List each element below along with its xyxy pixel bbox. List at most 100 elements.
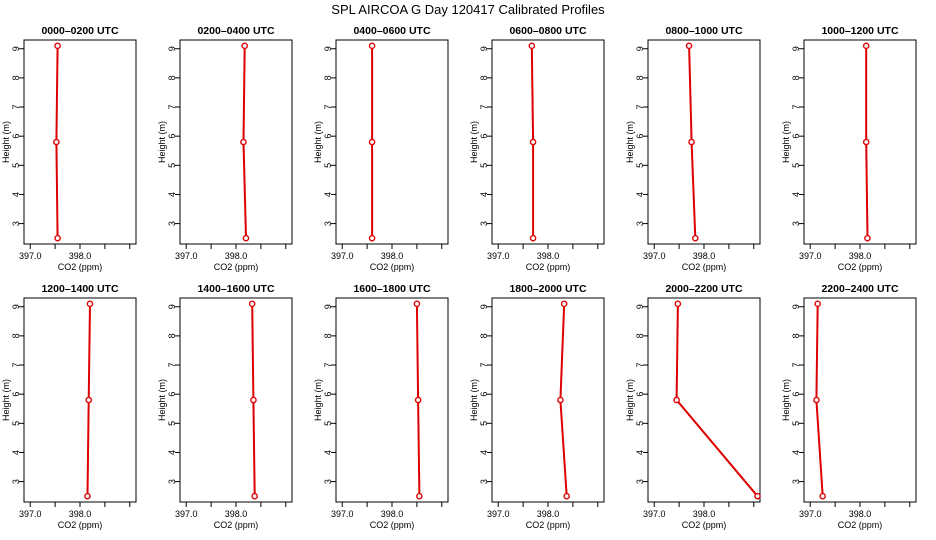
data-point [862, 42, 870, 50]
y-tick-label: 7 [635, 363, 645, 368]
y-tick-label: 7 [167, 105, 177, 110]
y-tick-label: 5 [479, 421, 489, 426]
data-point [819, 492, 826, 500]
x-axis-label: CO2 (ppm) [526, 262, 571, 272]
x-axis-label: CO2 (ppm) [214, 520, 259, 530]
data-point [54, 234, 61, 242]
y-tick-label: 8 [635, 333, 645, 338]
y-axis-label: Height (m) [469, 379, 479, 421]
x-axis-label: CO2 (ppm) [58, 262, 103, 272]
x-axis-label: CO2 (ppm) [370, 520, 415, 530]
data-point [813, 396, 820, 404]
data-point [250, 396, 257, 404]
data-point [674, 300, 682, 308]
data-point [685, 42, 693, 50]
y-tick-label: 6 [167, 134, 177, 139]
plot-frame [491, 39, 605, 245]
y-tick-label: 3 [479, 479, 489, 484]
data-point [814, 300, 821, 308]
page-title: SPL AIRCOA G Day 120417 Calibrated Profi… [331, 2, 605, 17]
x-tick-label: 398.0 [381, 509, 404, 519]
y-tick-label: 9 [11, 46, 21, 51]
data-point [240, 138, 247, 146]
x-tick-label: 397.0 [799, 251, 822, 261]
y-tick-label: 5 [323, 421, 333, 426]
y-tick-label: 4 [167, 450, 177, 455]
panel-8: 1400–1600 UTC 397.0 398.0 3 4 5 6 7 8 9 CO2 (ppm) H… [157, 283, 293, 530]
panel-12: 2200–2400 UTC 397.0 398.0 3 4 5 6 7 8 9 CO2 (ppm) H… [781, 283, 917, 530]
x-tick-label: 397.0 [643, 509, 666, 519]
y-tick-label: 3 [791, 479, 801, 484]
x-axis-label: CO2 (ppm) [682, 520, 727, 530]
y-tick-label: 4 [167, 192, 177, 197]
x-tick-label: 398.0 [225, 251, 248, 261]
x-tick-label: 397.0 [175, 509, 198, 519]
x-tick-label: 398.0 [225, 509, 248, 519]
data-point [528, 42, 536, 50]
data-point [529, 234, 537, 242]
y-tick-label: 5 [791, 163, 801, 168]
y-tick-label: 3 [635, 221, 645, 226]
y-tick-label: 9 [635, 304, 645, 309]
data-point [368, 42, 376, 50]
data-point [414, 396, 422, 404]
y-tick-label: 6 [791, 134, 801, 139]
y-tick-label: 4 [323, 450, 333, 455]
x-axis-label: CO2 (ppm) [370, 262, 415, 272]
x-tick-label: 397.0 [19, 509, 42, 519]
panel-title: 0000–0200 UTC [41, 25, 118, 37]
y-tick-label: 8 [11, 75, 21, 80]
profile-line [675, 303, 759, 497]
data-point [529, 138, 537, 146]
plot-frame [23, 297, 137, 503]
y-tick-label: 5 [167, 163, 177, 168]
plot-frame [179, 39, 293, 245]
panel-title: 1400–1600 UTC [197, 283, 274, 295]
panel-2: 0200–0400 UTC 397.0 398.0 3 4 5 6 7 8 9 CO2 (ppm) H… [157, 25, 293, 272]
y-tick-label: 6 [11, 392, 21, 397]
x-axis-label: CO2 (ppm) [838, 520, 883, 530]
panel-6: 1000–1200 UTC 397.0 398.0 3 4 5 6 7 8 9 CO2 (ppm) H… [781, 25, 917, 272]
y-tick-label: 6 [323, 392, 333, 397]
data-point [688, 138, 695, 146]
x-tick-label: 398.0 [849, 509, 872, 519]
y-tick-label: 9 [167, 304, 177, 309]
panel-title: 2200–2400 UTC [821, 283, 898, 295]
y-tick-label: 3 [323, 221, 333, 226]
y-tick-label: 6 [479, 134, 489, 139]
y-tick-label: 5 [479, 163, 489, 168]
y-axis-label: Height (m) [469, 121, 479, 163]
panel-9: 1600–1800 UTC 397.0 398.0 3 4 5 6 7 8 9 CO2 (ppm) H… [313, 283, 449, 530]
y-tick-label: 6 [167, 392, 177, 397]
y-tick-label: 8 [479, 75, 489, 80]
y-tick-label: 4 [479, 450, 489, 455]
x-tick-label: 397.0 [331, 509, 354, 519]
x-tick-label: 397.0 [799, 509, 822, 519]
plot-frame [23, 39, 137, 245]
x-axis-label: CO2 (ppm) [838, 262, 883, 272]
y-tick-label: 4 [479, 192, 489, 197]
x-tick-label: 397.0 [487, 509, 510, 519]
data-point [864, 234, 871, 242]
panel-title: 0200–0400 UTC [197, 25, 274, 37]
x-tick-label: 398.0 [381, 251, 404, 261]
y-tick-label: 3 [479, 221, 489, 226]
data-point [53, 138, 60, 146]
y-tick-label: 4 [791, 450, 801, 455]
plot-frame [803, 39, 917, 245]
y-tick-label: 7 [323, 105, 333, 110]
data-point [691, 234, 699, 242]
data-point [862, 138, 870, 146]
y-tick-label: 5 [323, 163, 333, 168]
panel-title: 0400–0600 UTC [353, 25, 430, 37]
panel-3: 0400–0600 UTC 397.0 398.0 3 4 5 6 7 8 9 CO2 (ppm) H… [313, 25, 449, 272]
y-tick-label: 4 [635, 192, 645, 197]
x-tick-label: 398.0 [69, 509, 92, 519]
plot-frame [179, 297, 293, 503]
y-tick-label: 7 [635, 105, 645, 110]
panel-10: 1800–2000 UTC 397.0 398.0 3 4 5 6 7 8 9 CO2 (ppm) H… [469, 283, 605, 530]
y-tick-label: 7 [11, 105, 21, 110]
data-point [560, 300, 568, 308]
x-tick-label: 398.0 [849, 251, 872, 261]
